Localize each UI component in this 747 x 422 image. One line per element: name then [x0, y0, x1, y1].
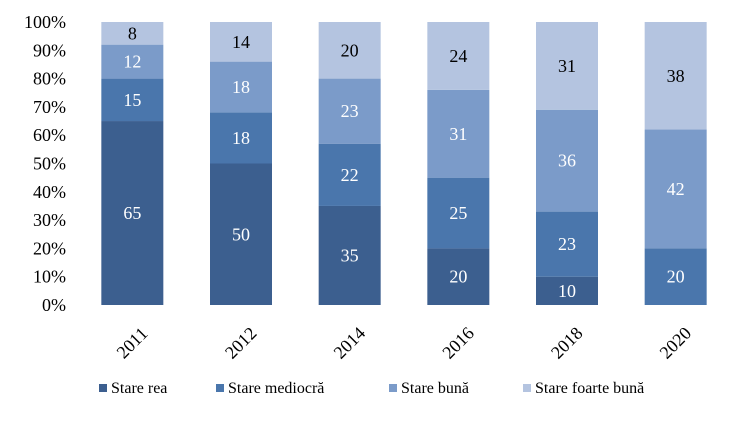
x-tick-label: 2011 — [113, 323, 152, 362]
y-tick-label: 40% — [33, 182, 66, 202]
bar-segment — [101, 78, 164, 122]
bar-segment — [318, 205, 381, 305]
bar-segment — [536, 276, 598, 305]
data-label: 10 — [558, 281, 576, 301]
x-tick-label: 2020 — [656, 323, 696, 363]
data-label: 20 — [341, 40, 359, 60]
x-axis: 2011 2012 2014 2016 2018 2020 — [113, 323, 696, 363]
bar-segment — [536, 211, 598, 277]
bar-segment — [210, 163, 272, 305]
data-label: 24 — [449, 46, 467, 66]
y-tick-label: 0% — [42, 295, 66, 315]
legend-swatch — [389, 384, 397, 392]
bar-segment — [536, 109, 598, 212]
data-label: 38 — [667, 66, 685, 86]
data-label: 20 — [667, 267, 685, 287]
data-label: 31 — [449, 124, 467, 144]
data-label: 36 — [558, 151, 576, 171]
data-label: 14 — [232, 32, 250, 52]
legend-swatch — [216, 384, 224, 392]
y-tick-label: 60% — [33, 125, 66, 145]
data-label: 31 — [558, 56, 576, 76]
x-tick-label: 2018 — [547, 323, 587, 363]
legend-label: Stare bună — [401, 380, 469, 397]
legend-swatch — [523, 384, 531, 392]
legend-label: Stare mediocră — [228, 380, 324, 397]
data-label: 18 — [232, 128, 250, 148]
legend-label: Stare foarte bună — [535, 380, 644, 397]
bar-segment — [644, 129, 707, 249]
bar-segment — [318, 78, 381, 144]
bar-segment — [644, 22, 707, 130]
y-tick-label: 100% — [24, 12, 66, 32]
bar-segment — [101, 22, 164, 45]
bar-segment — [101, 44, 164, 79]
data-label: 42 — [667, 179, 685, 199]
data-label: 50 — [232, 224, 250, 244]
bar-segment — [210, 112, 272, 164]
data-label: 23 — [341, 101, 359, 121]
data-label: 20 — [449, 267, 467, 287]
y-tick-label: 90% — [33, 40, 66, 60]
bars: 6515128501818143522232020253124102336310… — [101, 22, 707, 315]
y-tick-label: 20% — [33, 238, 66, 258]
bar-segment — [644, 248, 707, 305]
bar-segment — [427, 248, 490, 305]
y-tick-label: 30% — [33, 210, 66, 230]
legend-label: Stare rea — [111, 380, 167, 397]
bar-segment — [210, 61, 272, 113]
x-tick-label: 2016 — [438, 323, 478, 363]
bar-segment — [427, 89, 490, 178]
y-tick-label: 80% — [33, 69, 66, 89]
y-tick-label: 50% — [33, 154, 66, 174]
y-tick-label: 70% — [33, 97, 66, 117]
bar-segment — [318, 22, 381, 79]
legend: Stare rea Stare mediocră Stare bună Stare f… — [99, 380, 644, 397]
data-label: 8 — [128, 23, 137, 43]
data-label: 18 — [232, 77, 250, 97]
data-label: 22 — [341, 165, 359, 185]
bar-segment — [427, 22, 490, 90]
y-tick-label: 10% — [33, 267, 66, 287]
bar-segment — [101, 121, 164, 305]
data-label: 65 — [123, 203, 141, 223]
data-label: 35 — [341, 245, 359, 265]
data-label: 25 — [449, 203, 467, 223]
x-tick-label: 2012 — [221, 323, 261, 363]
bar-segment — [427, 177, 490, 249]
y-axis: 0% 10% 20% 30% 40% 50% 60% 70% 80% 90% 100% — [24, 12, 66, 315]
bar-segment — [536, 22, 598, 110]
bar-segment — [210, 22, 272, 62]
bar-segment — [318, 143, 381, 206]
legend-swatch — [99, 384, 107, 392]
data-label: 12 — [123, 52, 141, 72]
data-label: 23 — [558, 234, 576, 254]
data-label: 15 — [123, 90, 141, 110]
x-tick-label: 2014 — [330, 323, 370, 363]
